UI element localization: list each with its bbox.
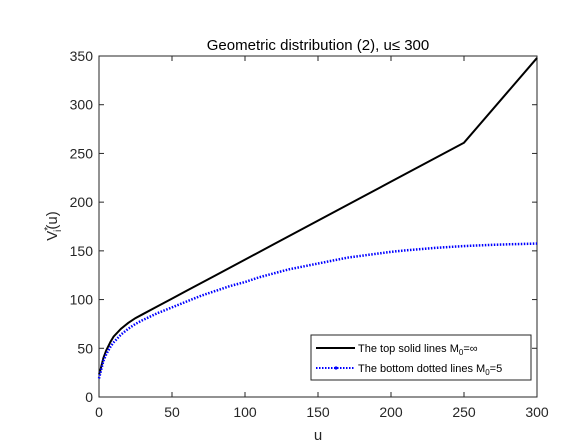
svg-text:V*i(u): V*i(u) <box>43 211 64 241</box>
y-axis: 0 50 100 150 200 250 300 350 <box>70 48 537 405</box>
legend: The top solid lines M0=∞The bottom dotte… <box>310 334 532 381</box>
legend-box <box>310 334 532 381</box>
legend-label-tail: =5 <box>490 363 503 375</box>
y-axis-label-sup: * <box>43 227 54 231</box>
series-line-1 <box>97 242 538 379</box>
x-tick-label: 100 <box>233 404 257 420</box>
y-tick-label: 250 <box>70 145 94 161</box>
y-tick-label: 100 <box>70 292 94 308</box>
y-axis-label-base: V <box>44 231 61 241</box>
legend-label-text: The top solid lines M <box>358 343 459 355</box>
y-axis-label-tail: (u) <box>44 211 61 229</box>
y-tick-label: 150 <box>70 243 94 259</box>
legend-label-sub: 0 <box>459 348 464 357</box>
legend-label-0: The top solid lines M0=∞ <box>358 343 478 357</box>
x-tick-label: 50 <box>164 404 180 420</box>
chart-title: Geometric distribution (2), u≤ 300 <box>207 37 430 54</box>
y-axis-label-sub: i <box>53 230 64 232</box>
x-tick-label: 200 <box>379 404 403 420</box>
y-tick-label: 350 <box>70 48 94 64</box>
y-tick-label: 50 <box>77 340 93 356</box>
x-tick-label: 300 <box>525 404 549 420</box>
x-axis: 0 50 100 150 200 250 300 <box>95 56 549 420</box>
legend-label-tail: =∞ <box>463 343 477 355</box>
x-tick-label: 0 <box>95 404 103 420</box>
x-tick-label: 250 <box>452 404 476 420</box>
series-line-0 <box>98 57 538 375</box>
series-layer <box>97 57 538 379</box>
legend-label-sub: 0 <box>485 368 490 377</box>
x-tick-label: 150 <box>306 404 330 420</box>
y-tick-label: 300 <box>70 97 94 113</box>
y-axis-label: V*i(u) <box>43 211 64 241</box>
x-axis-label: u <box>314 427 322 444</box>
legend-label-text: The bottom dotted lines M <box>358 363 485 375</box>
legend-marker-1 <box>334 366 338 370</box>
legend-label-1: The bottom dotted lines M0=5 <box>358 363 502 377</box>
y-tick-label: 0 <box>85 389 93 405</box>
y-tick-label: 200 <box>70 194 94 210</box>
